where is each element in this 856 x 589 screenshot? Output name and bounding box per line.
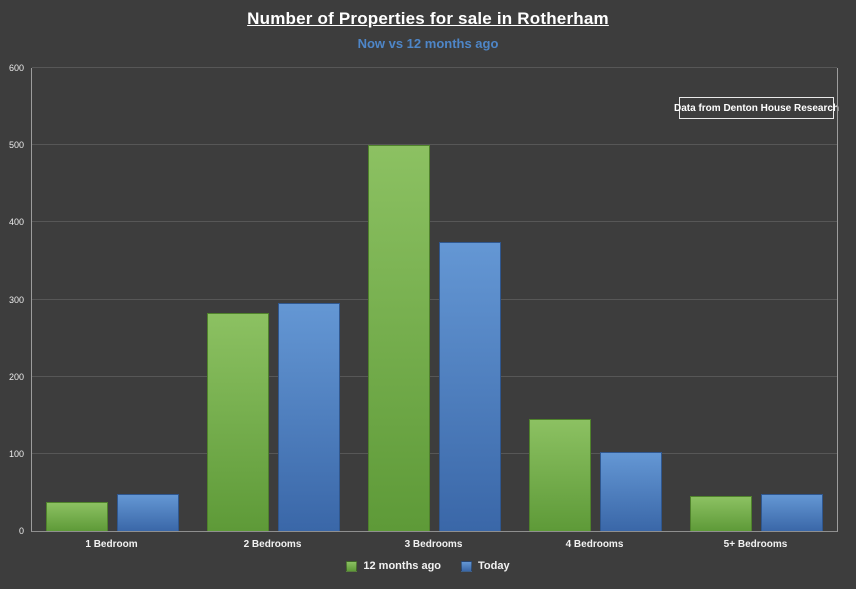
bar-group-3-bedrooms <box>354 68 515 531</box>
bar-12-months-ago-4-bedrooms <box>529 419 591 531</box>
y-tick-label-200: 200 <box>8 371 24 382</box>
x-axis-label-4-bedrooms: 4 Bedrooms <box>565 539 624 550</box>
bar-today-2-bedrooms <box>278 303 340 531</box>
x-axis-label-3-bedrooms: 3 Bedrooms <box>404 539 463 550</box>
bar-12-months-ago-3-bedrooms <box>368 145 430 531</box>
bar-12-months-ago-1-bedroom <box>46 501 108 531</box>
gridlines <box>32 67 837 531</box>
y-tick-label-600: 600 <box>8 63 24 73</box>
chart-subtitle: Now vs 12 months ago <box>357 36 499 51</box>
bar-group-4-bedrooms <box>515 68 676 531</box>
annotation-box: Data from Denton House Research <box>674 97 839 119</box>
legend-item-12-months-ago: 12 months ago <box>346 560 441 572</box>
x-axis-labels: 1 Bedroom 2 Bedrooms 3 Bedrooms 4 Bedrooms 5… <box>31 539 836 550</box>
y-tick-label-0: 0 <box>18 526 24 536</box>
gridline-300 <box>32 298 837 300</box>
legend-swatch-today <box>461 560 473 572</box>
annotation-label: Data from Denton House Research <box>673 102 840 114</box>
gridline-600 <box>32 67 837 68</box>
x-axis-label-5+-bedrooms: 5+ Bedrooms <box>723 539 788 550</box>
y-axis-labels: 0 100 200 300 400 500 600 <box>0 63 26 536</box>
legend-label-today: Today <box>478 560 510 572</box>
gridline-100 <box>32 452 837 454</box>
bar-12-months-ago-5+-bedrooms <box>690 496 752 531</box>
legend-swatch-12-months-ago <box>346 560 358 572</box>
gridline-400 <box>32 221 837 223</box>
y-tick-label-400: 400 <box>8 217 24 228</box>
bar-today-3-bedrooms <box>439 241 501 531</box>
x-axis-label-1-bedroom: 1 Bedroom <box>85 539 138 550</box>
y-tick-label-100: 100 <box>8 448 24 459</box>
chart-title: Number of Properties for sale in Rotherh… <box>247 9 609 28</box>
gridline-200 <box>32 375 837 377</box>
gridline-500 <box>32 144 837 146</box>
bar-today-4-bedrooms <box>600 452 662 531</box>
y-tick-label-500: 500 <box>8 140 24 151</box>
bar-12-months-ago-2-bedrooms <box>207 313 269 531</box>
bar-today-1-bedroom <box>117 493 179 531</box>
bar-today-5+-bedrooms <box>761 493 823 531</box>
bar-group-1-bedroom <box>32 68 193 531</box>
bar-group-2-bedrooms <box>193 68 354 531</box>
bar-group-5+-bedrooms <box>676 68 837 531</box>
plot-area <box>31 67 838 532</box>
legend: 12 months ago Today <box>0 560 856 572</box>
legend-label-12-months-ago: 12 months ago <box>363 560 442 572</box>
legend-item-today: Today <box>461 560 510 572</box>
bar-groups <box>32 68 837 531</box>
y-tick-label-300: 300 <box>8 294 24 305</box>
x-axis-label-2-bedrooms: 2 Bedrooms <box>243 539 302 550</box>
